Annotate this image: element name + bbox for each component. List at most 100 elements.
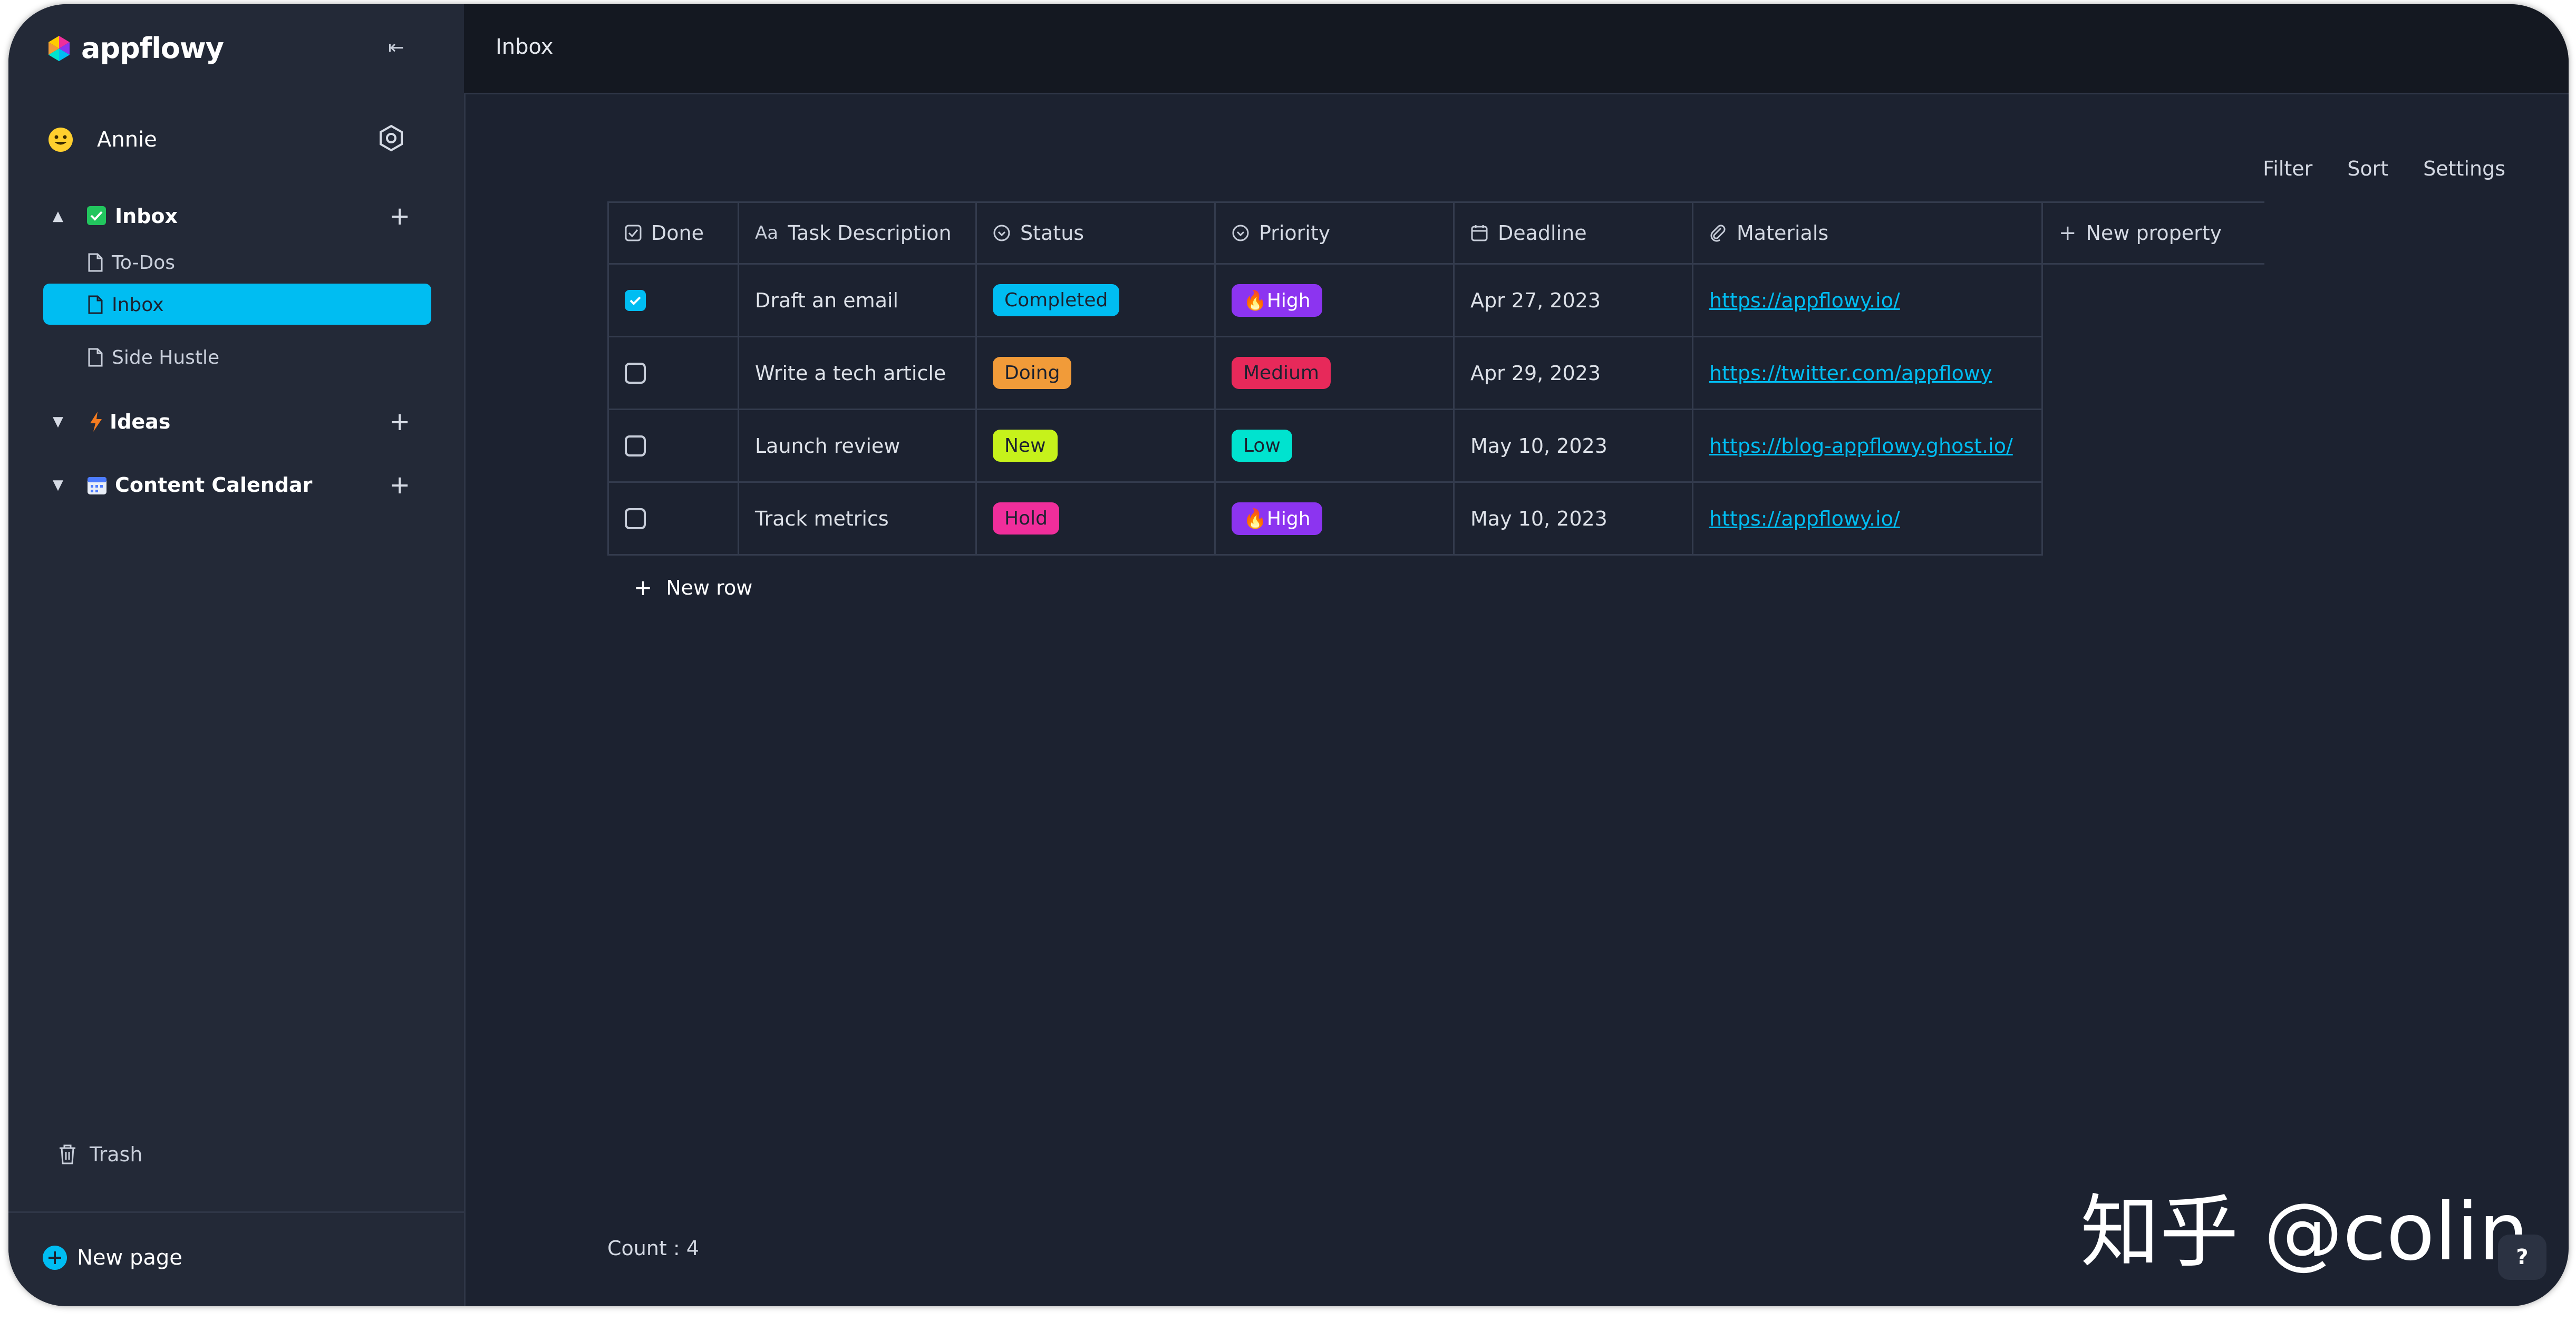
settings-icon[interactable] — [377, 124, 405, 154]
top-bar: Inbox — [464, 4, 2569, 94]
checkbox-property-icon — [625, 225, 642, 241]
add-page-icon[interactable]: + — [389, 201, 411, 231]
smiley-avatar-icon — [49, 128, 73, 152]
column-header-done[interactable]: Done — [607, 201, 739, 265]
collapse-sidebar-icon[interactable]: ⇤ — [388, 37, 404, 59]
table-row[interactable]: Draft an email Completed 🔥High Apr 27, 2… — [607, 263, 2264, 337]
sidebar-item-inbox[interactable]: Inbox — [8, 284, 464, 326]
text-property-icon: Aa — [755, 222, 779, 244]
column-header-task[interactable]: Aa Task Description — [738, 201, 977, 265]
deadline-cell[interactable]: Apr 29, 2023 — [1453, 336, 1693, 410]
column-header-deadline[interactable]: Deadline — [1453, 201, 1693, 265]
sort-button[interactable]: Sort — [2347, 157, 2389, 180]
materials-cell[interactable]: https://blog-appflowy.ghost.io/ — [1692, 409, 2043, 483]
column-header-status[interactable]: Status — [975, 201, 1216, 265]
status-tag: Doing — [993, 357, 1072, 389]
breadcrumb: Inbox — [496, 35, 554, 59]
priority-label: High — [1266, 508, 1311, 530]
empty-cell — [2041, 336, 2264, 410]
add-page-icon[interactable]: + — [389, 407, 411, 436]
status-cell[interactable]: Doing — [975, 336, 1216, 410]
new-row-button[interactable]: + New row — [634, 575, 752, 600]
column-label: Materials — [1737, 221, 1829, 245]
app-window: appflowy ⇤ Annie ▲ Inbox + — [8, 4, 2569, 1306]
checkbox-emoji-icon — [86, 206, 106, 228]
deadline-cell[interactable]: May 10, 2023 — [1453, 481, 1693, 556]
document-icon — [88, 348, 103, 369]
sidebar-item-todos[interactable]: To-Dos — [8, 241, 464, 284]
url-property-icon — [1710, 225, 1726, 242]
app-name: appflowy — [81, 32, 224, 65]
materials-cell[interactable]: https://twitter.com/appflowy — [1692, 336, 2043, 410]
sidebar-item-label: Inbox — [112, 294, 164, 316]
material-link[interactable]: https://twitter.com/appflowy — [1709, 361, 1992, 385]
trash-label: Trash — [90, 1143, 143, 1166]
sidebar-divider — [8, 1211, 464, 1213]
table-row[interactable]: Track metrics Hold 🔥High May 10, 2023 ht… — [607, 481, 2264, 556]
priority-cell[interactable]: Medium — [1214, 336, 1455, 410]
trash-button[interactable]: Trash — [58, 1143, 142, 1166]
lightning-icon — [89, 411, 103, 434]
done-cell[interactable] — [607, 263, 739, 337]
status-tag: Hold — [993, 502, 1059, 535]
deadline-cell[interactable]: May 10, 2023 — [1453, 409, 1693, 483]
done-checkbox[interactable] — [625, 435, 646, 456]
new-page-button[interactable]: New page — [42, 1245, 182, 1270]
done-checkbox[interactable] — [625, 362, 646, 384]
sidebar-item-label: Side Hustle — [112, 346, 220, 368]
database-grid: Done Aa Task Description Status — [607, 201, 2264, 556]
column-label: Priority — [1259, 221, 1331, 245]
fire-icon: 🔥 — [1243, 289, 1267, 312]
select-property-icon — [993, 225, 1010, 241]
column-header-materials[interactable]: Materials — [1692, 201, 2043, 265]
task-cell[interactable]: Draft an email — [738, 263, 977, 337]
priority-tag: Low — [1232, 430, 1292, 462]
priority-tag: Medium — [1232, 357, 1331, 389]
table-row[interactable]: Write a tech article Doing Medium Apr 29… — [607, 336, 2264, 410]
date-property-icon — [1471, 225, 1488, 241]
empty-cell — [2041, 409, 2264, 482]
task-cell[interactable]: Write a tech article — [738, 336, 977, 410]
done-checkbox-checked[interactable] — [625, 289, 646, 311]
sidebar-item-label: Content Calendar — [115, 473, 313, 497]
caret-down-icon[interactable]: ▼ — [53, 477, 63, 493]
table-row[interactable]: Launch review New Low May 10, 2023 https… — [607, 409, 2264, 483]
add-page-icon[interactable]: + — [389, 470, 411, 500]
status-cell[interactable]: Hold — [975, 481, 1216, 556]
done-checkbox[interactable] — [625, 508, 646, 529]
materials-cell[interactable]: https://appflowy.io/ — [1692, 263, 2043, 337]
sidebar-item-inbox-parent[interactable]: ▲ Inbox + — [8, 195, 464, 237]
done-cell[interactable] — [607, 481, 739, 556]
new-property-button[interactable]: + New property — [2041, 201, 2264, 265]
filter-button[interactable]: Filter — [2263, 157, 2313, 180]
done-cell[interactable] — [607, 409, 739, 483]
done-cell[interactable] — [607, 336, 739, 410]
task-cell[interactable]: Track metrics — [738, 481, 977, 556]
status-cell[interactable]: Completed — [975, 263, 1216, 337]
status-cell[interactable]: New — [975, 409, 1216, 483]
material-link[interactable]: https://appflowy.io/ — [1709, 288, 1900, 312]
sidebar-item-ideas[interactable]: ▼ Ideas + — [8, 401, 464, 443]
sidebar: appflowy ⇤ Annie ▲ Inbox + — [8, 4, 466, 1306]
priority-tag: 🔥High — [1232, 502, 1322, 535]
caret-up-icon[interactable]: ▲ — [53, 208, 63, 224]
selected-item-highlight — [43, 284, 431, 325]
materials-cell[interactable]: https://appflowy.io/ — [1692, 481, 2043, 556]
help-button[interactable]: ? — [2498, 1235, 2546, 1280]
plus-icon: + — [2059, 221, 2077, 245]
priority-cell[interactable]: Low — [1214, 409, 1455, 483]
material-link[interactable]: https://appflowy.io/ — [1709, 507, 1900, 530]
column-header-priority[interactable]: Priority — [1214, 201, 1455, 265]
column-label: Status — [1020, 221, 1084, 245]
caret-down-icon[interactable]: ▼ — [53, 414, 63, 430]
trash-icon — [60, 1144, 75, 1164]
sidebar-item-content-calendar[interactable]: ▼ Content Calendar + — [8, 464, 464, 506]
sidebar-item-side-hustle[interactable]: Side Hustle — [8, 336, 464, 378]
priority-cell[interactable]: 🔥High — [1214, 481, 1455, 556]
settings-button[interactable]: Settings — [2423, 157, 2505, 180]
priority-cell[interactable]: 🔥High — [1214, 263, 1455, 337]
task-cell[interactable]: Launch review — [738, 409, 977, 483]
user-profile[interactable]: Annie — [47, 127, 157, 153]
deadline-cell[interactable]: Apr 27, 2023 — [1453, 263, 1693, 337]
material-link[interactable]: https://blog-appflowy.ghost.io/ — [1709, 434, 2013, 458]
